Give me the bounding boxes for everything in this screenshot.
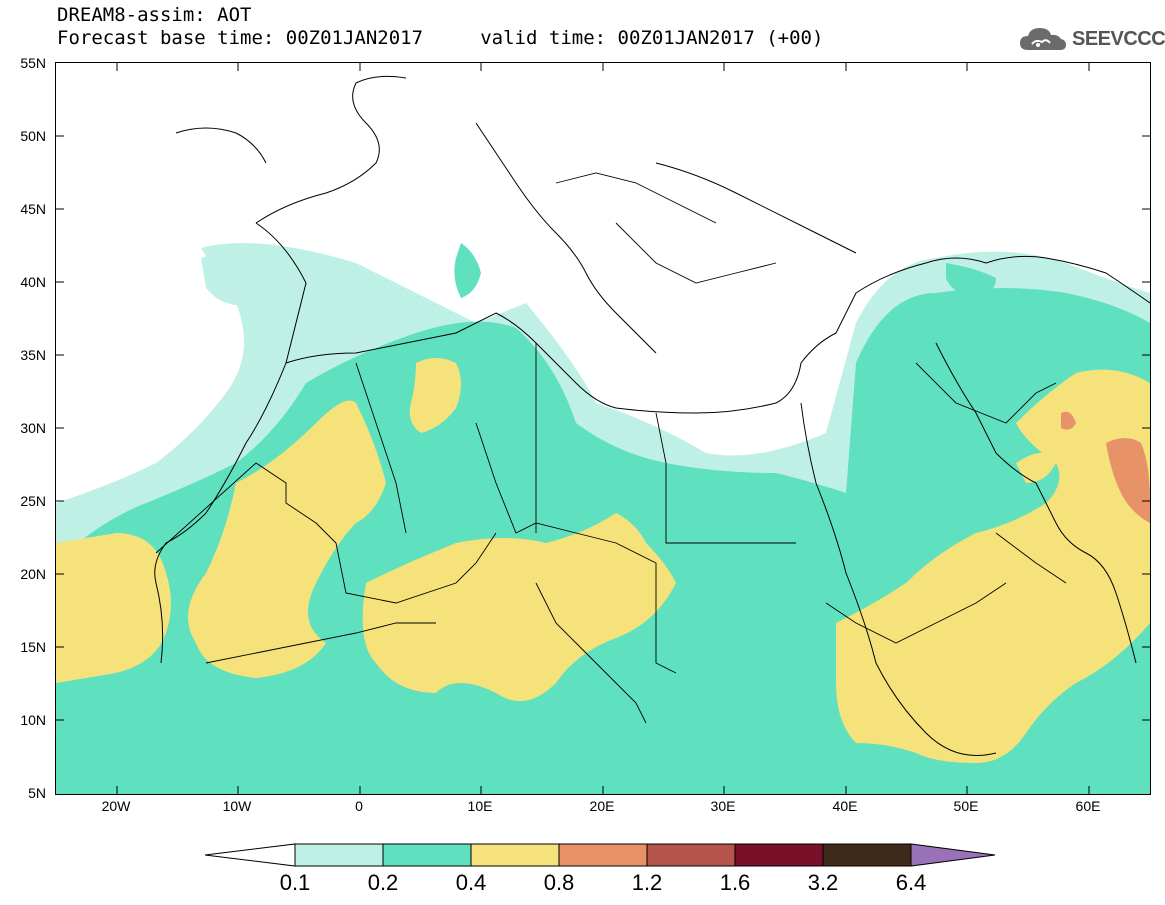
graticule-ticks [56,63,1150,794]
colorbar-box-1-2 [646,843,736,867]
colorbar-low-arrow [204,843,296,867]
colorbar-label-0-1: 0.1 [279,870,311,895]
lon-label-20e: 20E [589,798,615,814]
colorbar-box-0-2 [382,843,472,867]
colorbar-box-0-8 [558,843,648,867]
lat-label-20n: 20N [20,566,46,582]
aot-map [56,63,1150,794]
lat-label-45n: 45N [20,201,46,217]
colorbar-label-0-8: 0.8 [543,870,575,895]
lat-label-40n: 40N [20,274,46,290]
lon-label-0: 0 [355,798,363,814]
lon-label-60e: 60E [1075,798,1101,814]
colorbar-box-1-6 [734,843,824,867]
colorbar [204,842,1000,872]
lat-label-5n: 5N [28,785,46,801]
colorbar-high-arrow [910,843,996,867]
colorbar-box-0-4 [470,843,560,867]
aot-band-0-8 [1061,411,1150,523]
colorbar-label-1-2: 1.2 [631,870,663,895]
colorbar-label-6-4: 6.4 [895,870,927,895]
colorbar-label-0-4: 0.4 [455,870,487,895]
country-borders [155,172,1067,724]
chart-header: DREAM8-assim: AOT Forecast base time: 00Z… [57,4,823,50]
colorbar-box-0-1 [294,843,384,867]
lon-label-10e: 10E [467,798,493,814]
lat-label-10n: 10N [20,712,46,728]
lon-label-30e: 30E [710,798,736,814]
lat-label-30n: 30N [20,420,46,436]
colorbar-label-1-6: 1.6 [719,870,751,895]
colorbar-box-3-2 [822,843,912,867]
title-line: DREAM8-assim: AOT [57,4,252,26]
coastlines [154,75,1150,756]
lon-label-50e: 50E [953,798,979,814]
colorbar-label-0-2: 0.2 [367,870,399,895]
time-line: Forecast base time: 00Z01JAN2017 valid t… [57,27,824,49]
lon-label-10w: 10W [222,798,252,814]
colorbar-svg [204,843,996,867]
seevccc-logo: SEEVCCC [1018,24,1165,54]
lat-label-15n: 15N [20,639,46,655]
lon-label-40e: 40E [832,798,858,814]
lat-label-55n: 55N [20,55,46,71]
lat-label-50n: 50N [20,128,46,144]
colorbar-label-3-2: 3.2 [807,870,839,895]
lat-label-25n: 25N [20,493,46,509]
logo-text: SEEVCCC [1072,27,1165,50]
lon-label-20w: 20W [101,798,131,814]
aot-band-0-4 [56,358,1150,763]
map-area [55,62,1151,795]
cloud-icon [1020,28,1066,50]
lat-label-35n: 35N [20,347,46,363]
